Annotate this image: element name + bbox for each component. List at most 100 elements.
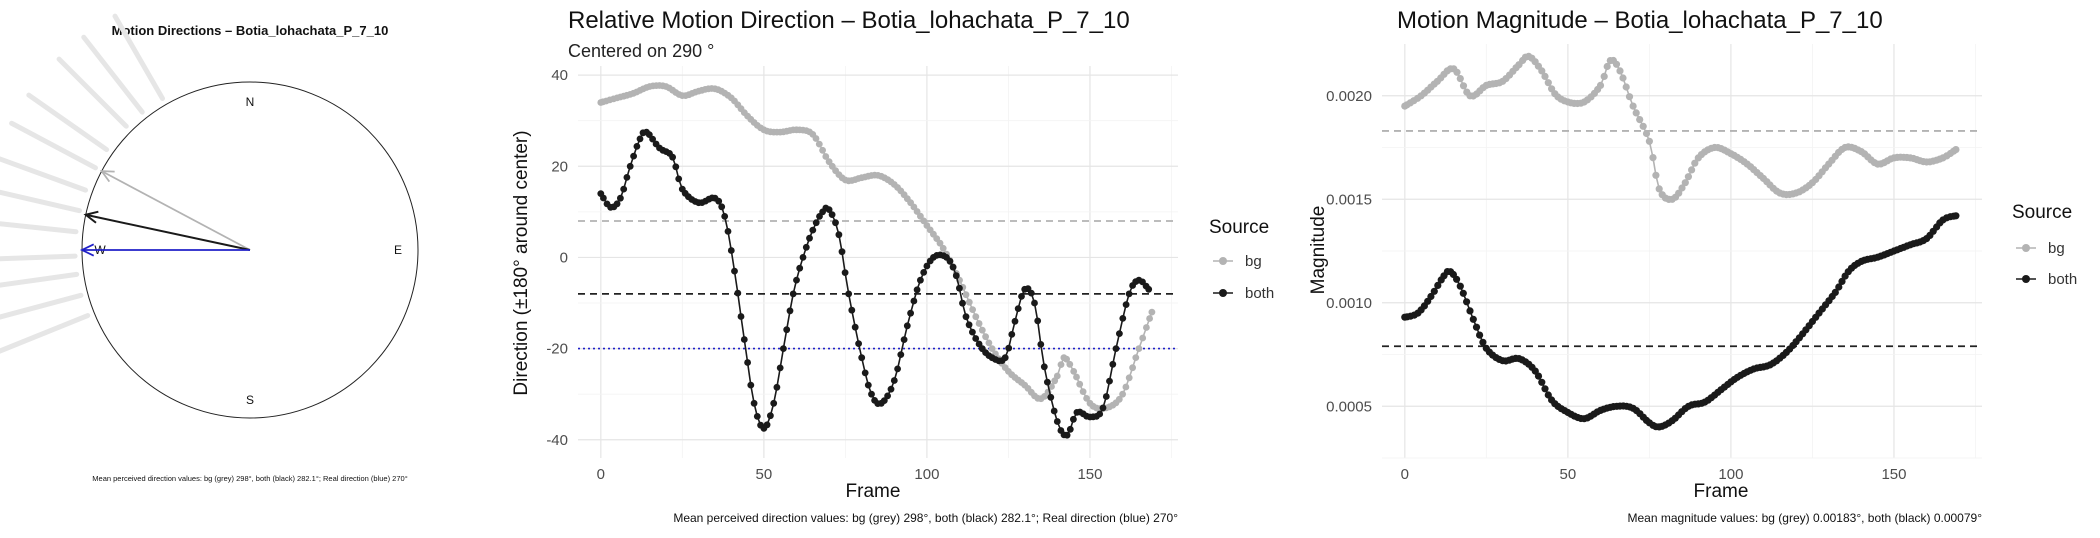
data-point-both [623, 174, 631, 181]
data-point-both [669, 153, 676, 161]
data-point-bg [1048, 383, 1055, 390]
data-point-both [838, 248, 846, 256]
data-point-both [636, 135, 644, 143]
y-tick-label: 0.0020 [1326, 88, 1372, 105]
direction-chart-panel: Relative Motion Direction – Botia_lohach… [500, 0, 1300, 533]
data-point-both [848, 306, 856, 314]
legend-label-bg: bg [1245, 253, 1262, 270]
data-point-both [868, 390, 875, 398]
data-point-both [1459, 289, 1467, 297]
data-point-both [923, 262, 931, 270]
series-line-both [1404, 215, 1957, 428]
data-point-bg [1115, 395, 1123, 403]
legend-label-both: both [1245, 285, 1274, 302]
data-point-bg [1622, 83, 1630, 91]
data-point-both [721, 213, 729, 220]
data-point-bg [1538, 67, 1546, 75]
data-point-bg [1148, 308, 1156, 316]
background-ray [81, 34, 145, 115]
data-point-both [858, 354, 866, 362]
data-point-both [1430, 287, 1438, 295]
series-bg [1401, 52, 1960, 203]
data-point-both [1047, 393, 1055, 401]
data-point-both [1005, 344, 1013, 352]
data-point-both [1456, 282, 1464, 290]
data-point-both [910, 297, 918, 305]
data-point-both [851, 323, 859, 331]
y-axis-title: Magnitude [1308, 206, 1329, 295]
data-point-both [793, 276, 800, 284]
data-point-both [789, 290, 797, 298]
compass-label-e: E [394, 243, 402, 257]
data-point-both [1538, 378, 1546, 386]
magnitude-chart-panel: Motion Magnitude – Botia_lohachata_P_7_1… [1300, 0, 2100, 533]
data-point-both [1070, 415, 1077, 423]
series-both [597, 128, 1153, 439]
compass-caption: Mean perceived direction values: bg (gre… [92, 474, 407, 483]
data-point-both [753, 413, 761, 420]
background-ray [112, 13, 165, 101]
x-axis-title: Frame [1694, 481, 1749, 502]
series-line-bg [1404, 55, 1957, 201]
data-point-bg [1544, 79, 1552, 87]
data-point-both [1050, 407, 1058, 415]
grid [1382, 44, 1982, 459]
data-point-bg [1681, 179, 1689, 187]
data-point-both [783, 326, 791, 334]
data-point-bg [1453, 68, 1461, 76]
y-tick-label: 20 [551, 158, 568, 175]
data-point-both [1014, 305, 1022, 312]
data-point-both [864, 381, 872, 389]
magnitude-chart: Motion Magnitude – Botia_lohachata_P_7_1… [1308, 7, 2077, 525]
data-point-both [770, 399, 778, 407]
x-tick-label: 100 [1718, 466, 1743, 483]
reference-lines [1382, 130, 1982, 348]
data-point-both [1838, 277, 1846, 285]
chart-title: Relative Motion Direction – Botia_lohach… [568, 7, 1130, 34]
data-point-both [649, 135, 656, 143]
data-point-both [626, 162, 634, 170]
data-point-bg [1629, 102, 1637, 110]
data-point-both [832, 219, 839, 227]
background-ray [0, 253, 78, 262]
x-tick-label: 0 [1401, 466, 1409, 483]
compass-arrow-both [83, 210, 251, 251]
data-point-bg [1053, 372, 1061, 380]
data-point-both [734, 289, 742, 297]
data-point-both [1427, 292, 1435, 301]
chart-caption: Mean magnitude values: bg (grey) 0.00183… [1628, 511, 1983, 525]
data-point-bg [1625, 93, 1634, 101]
data-point-both [1476, 331, 1484, 339]
data-point-bg [1645, 137, 1653, 145]
chart-subtitle: Centered on 290 ° [568, 41, 714, 61]
data-point-both [1116, 330, 1123, 337]
data-point-bg [822, 153, 830, 160]
legend-label-bg: bg [2048, 240, 2065, 257]
data-point-both [880, 397, 888, 404]
data-point-both [835, 231, 843, 239]
data-point-both [731, 267, 738, 275]
reference-lines [578, 220, 1178, 350]
data-point-both [1122, 301, 1130, 308]
data-point-bg [1642, 129, 1651, 138]
data-point-bg [1649, 154, 1657, 162]
data-point-both [672, 163, 680, 171]
data-point-both [630, 152, 637, 160]
data-point-both [1479, 338, 1487, 346]
compass-arrow-real [79, 243, 250, 257]
data-point-both [1102, 393, 1110, 400]
x-tick-label: 0 [597, 466, 605, 483]
data-point-bg [1066, 360, 1074, 368]
data-point-both [620, 185, 628, 193]
data-point-both [855, 340, 862, 347]
data-point-both [715, 197, 723, 205]
data-point-bg [1632, 109, 1640, 117]
data-point-bg [962, 291, 970, 299]
y-tick-label: 0.0005 [1326, 398, 1372, 415]
data-point-both [1831, 288, 1839, 296]
y-tick-label: -20 [546, 341, 568, 358]
data-point-bg [815, 140, 823, 148]
data-point-both [1106, 377, 1113, 385]
y-tick-label: 40 [551, 67, 568, 84]
compass-plot: Motion Directions – Botia_lohachata_P_7_… [0, 13, 419, 483]
